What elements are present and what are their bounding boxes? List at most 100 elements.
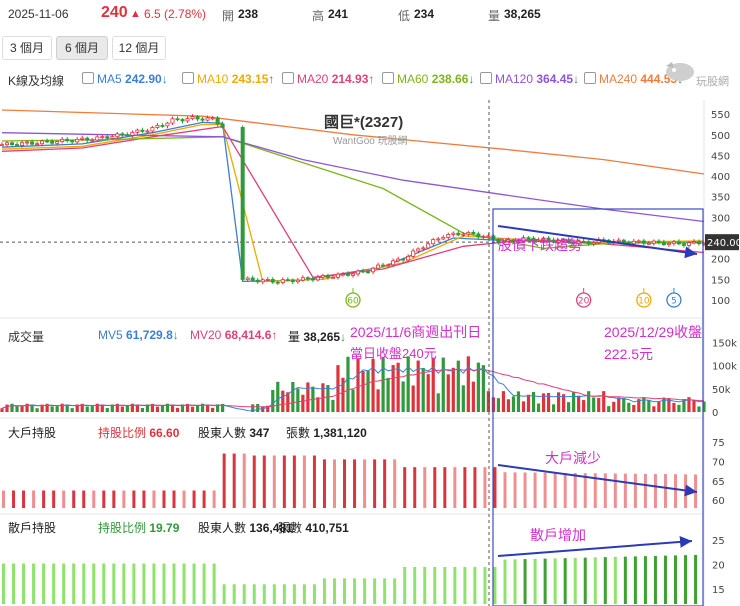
volume-bar xyxy=(15,406,19,412)
volume-bar xyxy=(682,399,686,412)
volume-bar xyxy=(306,382,310,412)
volume-panel-title: 成交量 xyxy=(8,330,45,344)
retail-bar xyxy=(684,555,688,604)
retail-bar xyxy=(312,584,316,604)
big-holder-bar xyxy=(573,473,577,508)
big-holder-bar xyxy=(443,467,447,508)
legend-ma5[interactable]: MA5 242.90↓ xyxy=(82,72,168,86)
retail-bar xyxy=(583,557,587,604)
volume-bar xyxy=(165,403,170,412)
retail-bar xyxy=(242,584,246,604)
volume-bar xyxy=(155,406,160,412)
legend-ma60[interactable]: MA60 238.66↓ xyxy=(382,72,474,86)
legend-ma10[interactable]: MA10 243.15↑ xyxy=(182,72,274,86)
annotation-close-line1: 2025/12/29收盤 xyxy=(604,324,703,340)
candle-body xyxy=(180,119,185,122)
retail-bar xyxy=(292,584,296,604)
big-holder-bar xyxy=(262,455,266,508)
current-price-tag xyxy=(705,234,739,251)
checkbox-icon[interactable] xyxy=(182,72,194,84)
volume-bar xyxy=(461,385,465,412)
candle-body xyxy=(501,241,506,244)
checkbox-icon[interactable] xyxy=(282,72,294,84)
candle-body xyxy=(80,137,85,140)
big-holder-tick-label: 75 xyxy=(712,438,725,449)
big-holder-tick-label: 70 xyxy=(712,457,725,468)
volume-bar xyxy=(115,403,119,412)
volume-bar xyxy=(541,393,546,412)
volume-bar xyxy=(30,404,34,412)
volume-bar xyxy=(251,404,255,412)
volume-tick-label: 100k xyxy=(712,362,737,373)
volume-bar xyxy=(536,403,541,412)
candle-body xyxy=(155,125,160,128)
candle-body xyxy=(75,138,80,143)
retail-bar xyxy=(192,563,196,604)
checkbox-icon[interactable] xyxy=(382,72,394,84)
retail-bar xyxy=(603,557,607,604)
marker-circle xyxy=(345,292,361,308)
volume-bar xyxy=(617,397,621,412)
volume-bar xyxy=(85,406,89,412)
volume-bar xyxy=(481,365,485,412)
big-holder-tick-label: 60 xyxy=(712,496,725,507)
legend-ma20[interactable]: MA20 214.93↑ xyxy=(282,72,374,86)
volume-bar xyxy=(627,402,631,412)
candle-body xyxy=(576,241,581,244)
chart-title: 國巨*(2327) xyxy=(324,114,404,131)
retail-bar xyxy=(22,563,26,604)
checkbox-icon[interactable] xyxy=(480,72,492,84)
candle-body xyxy=(195,116,200,120)
checkbox-icon[interactable] xyxy=(82,72,94,84)
ma-line-ma240 xyxy=(1,109,705,175)
retail-bar xyxy=(62,563,66,604)
volume-bar xyxy=(516,391,521,412)
big-holder-bar xyxy=(373,459,377,508)
volume-bar xyxy=(456,360,460,412)
candle-body xyxy=(616,239,621,242)
retail-bar xyxy=(172,563,176,604)
candle-body xyxy=(371,267,376,273)
candle-body xyxy=(661,241,666,246)
candle-body xyxy=(280,279,285,283)
volume-bar xyxy=(5,404,9,412)
retail-bar xyxy=(122,563,126,604)
retail-ratio: 持股比例 19.79 xyxy=(98,521,180,535)
wantgoo-logo-icon: 玩股網 xyxy=(666,62,729,88)
candle-body xyxy=(65,138,70,142)
retail-bar xyxy=(463,567,467,604)
retail-bar xyxy=(483,567,487,604)
price-tick-label: 500 xyxy=(711,131,730,142)
volume-bar xyxy=(336,365,340,412)
volume-bar xyxy=(577,395,581,412)
volume-bar xyxy=(266,405,270,412)
candle-body xyxy=(356,270,361,275)
focus-highlight-box xyxy=(492,208,704,606)
tab-6-months[interactable]: 6 個月 xyxy=(56,36,108,60)
candle-body xyxy=(310,278,315,281)
candle-body xyxy=(170,118,175,124)
retail-bar xyxy=(262,584,266,604)
candle-body xyxy=(441,237,446,240)
legend-ma120[interactable]: MA120 364.45↓ xyxy=(480,72,579,86)
big-holder-bar xyxy=(102,490,106,508)
retail-bar xyxy=(272,584,276,604)
big-holder-bar xyxy=(583,473,587,508)
volume-bar xyxy=(376,389,380,412)
volume-bar xyxy=(105,408,109,412)
retail-bar xyxy=(643,556,647,604)
big-holder-count: 股東人數 347 xyxy=(198,426,270,440)
big-holder-bar xyxy=(2,490,5,508)
retail-bar xyxy=(202,563,206,604)
candle-body xyxy=(376,264,381,269)
retail-bar xyxy=(403,567,407,604)
retail-bar xyxy=(142,563,146,604)
candle-body xyxy=(240,127,245,280)
checkbox-icon[interactable] xyxy=(584,72,596,84)
volume-bar xyxy=(216,404,220,412)
volume-bar xyxy=(582,400,586,412)
tab-3-months[interactable]: 3 個月 xyxy=(2,36,52,60)
tab-12-months[interactable]: 12 個月 xyxy=(112,36,166,60)
candle-body xyxy=(70,140,75,143)
volume-bar xyxy=(421,367,425,412)
